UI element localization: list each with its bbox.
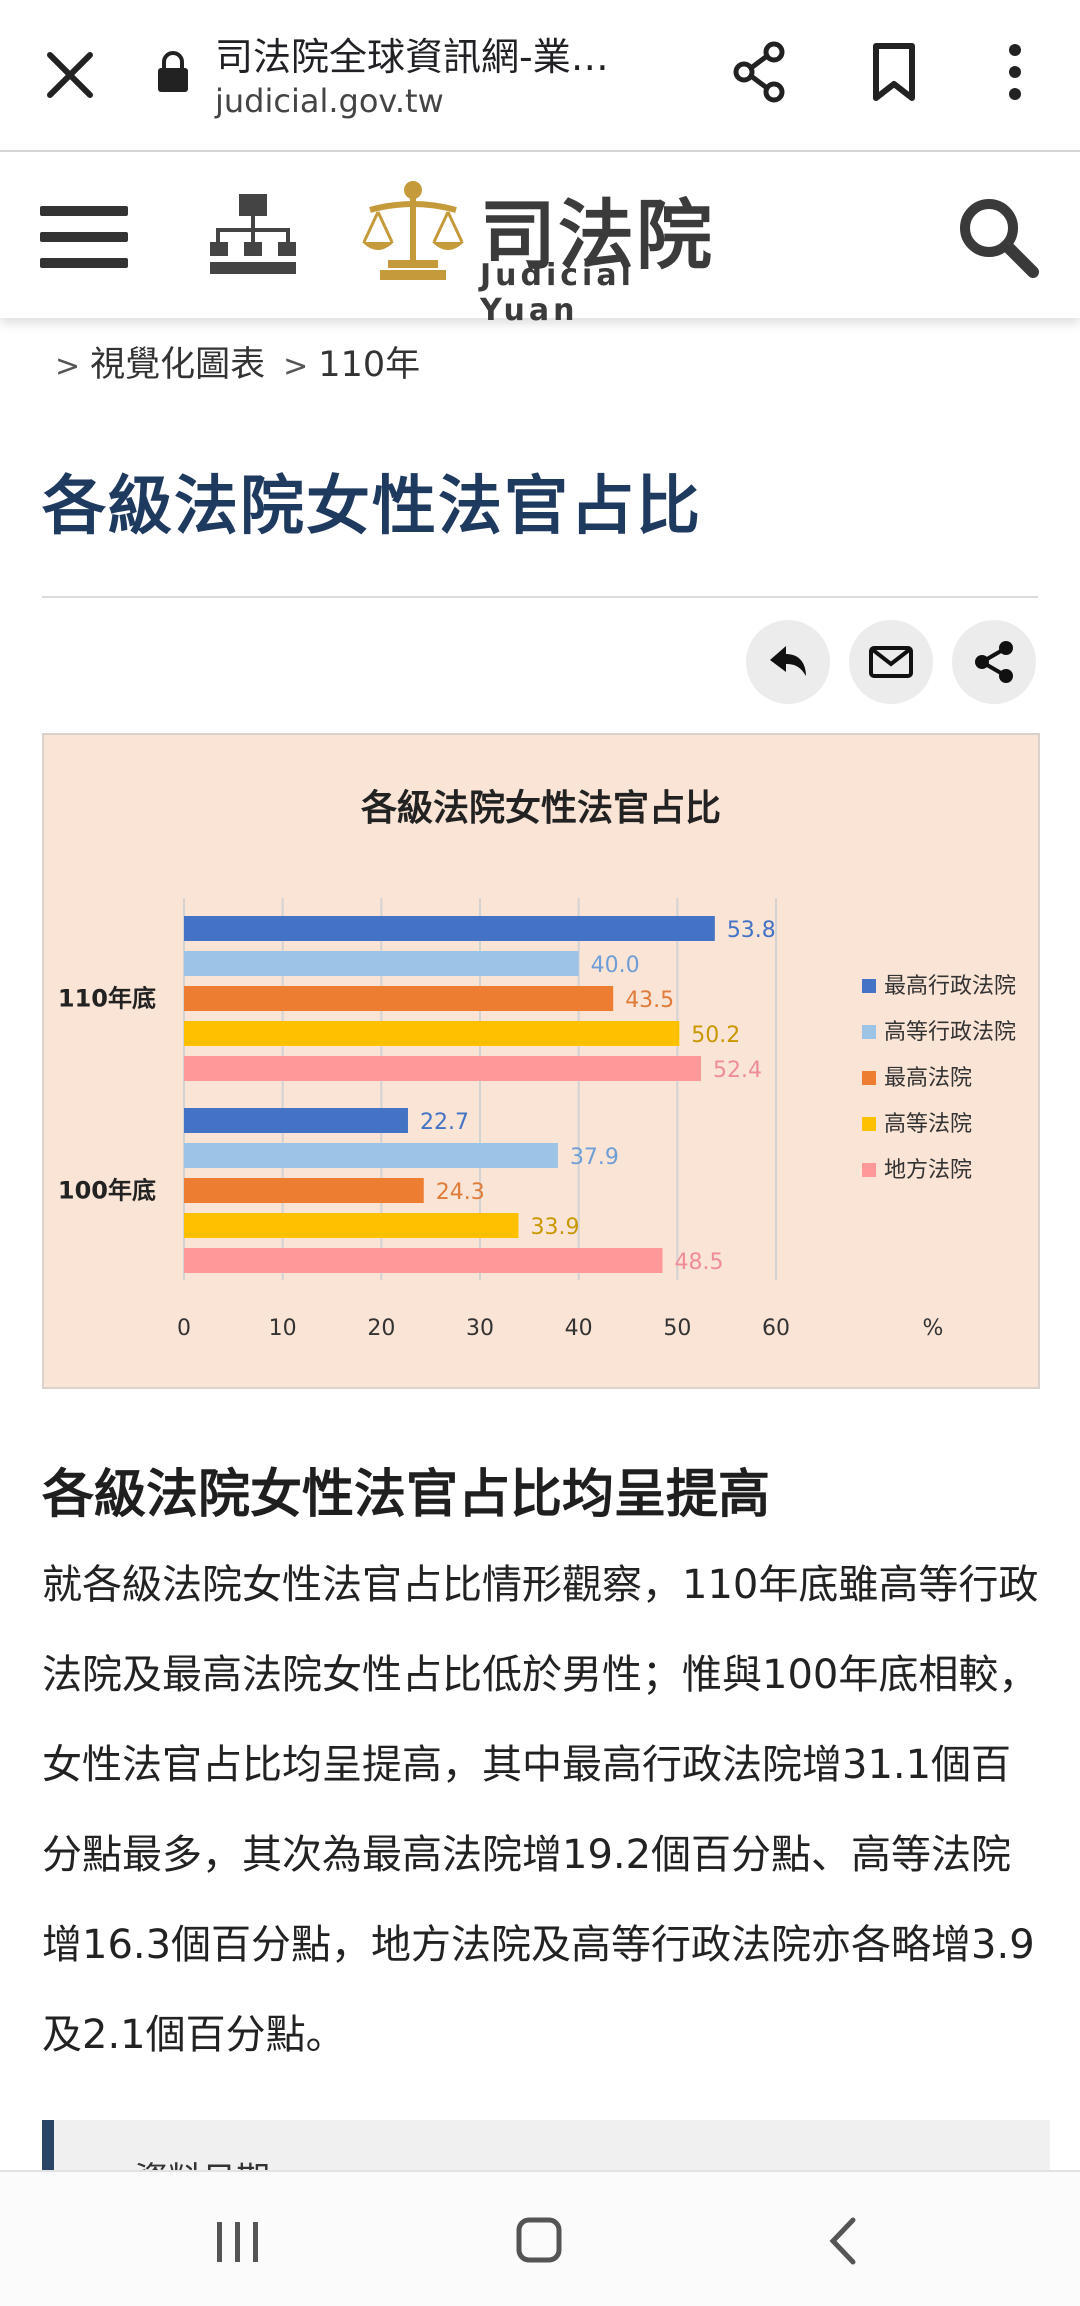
home-icon[interactable]	[515, 2216, 563, 2264]
recent-apps-icon[interactable]	[215, 2220, 261, 2264]
y-category-label: 100年底	[58, 1177, 156, 1205]
bar-value-label: 43.5	[625, 988, 674, 1013]
share-icon	[975, 641, 1013, 683]
section-heading: 各級法院女性法官占比均呈提高	[42, 1465, 771, 1525]
search-icon[interactable]	[955, 194, 1039, 278]
bar	[184, 916, 715, 941]
bar	[184, 1056, 702, 1081]
y-category-label: 110年底	[58, 985, 156, 1013]
legend-swatch	[862, 1071, 876, 1085]
section-paragraph: 就各級法院女性法官占比情形觀察，110年底雖高等行政法院及最高法院女性占比低於男…	[42, 1562, 1039, 2058]
x-unit-label: %	[923, 1316, 944, 1341]
legend-label: 高等行政法院	[884, 1020, 1016, 1045]
sitemap-icon[interactable]	[210, 194, 296, 276]
system-nav-bar	[0, 2170, 1080, 2306]
logo-chinese-text: 司法院	[480, 191, 714, 280]
x-tick-label: 40	[565, 1316, 593, 1341]
lock-icon	[158, 51, 188, 92]
x-tick-label: 50	[663, 1316, 691, 1341]
title-divider	[42, 596, 1038, 598]
legend-swatch	[862, 1025, 876, 1039]
browser-toolbar: 司法院全球資訊網-業… judicial.gov.tw	[0, 0, 1080, 152]
breadcrumb-item[interactable]: >110年	[283, 345, 421, 385]
bar-value-label: 40.0	[591, 953, 640, 978]
chart-title: 各級法院女性法官占比	[361, 788, 721, 829]
bar	[184, 1143, 558, 1168]
bar-chart: 各級法院女性法官占比 0 10 20 30 40 50 60 % 110年底 53.8 40.0 43.…	[58, 788, 1016, 1341]
x-tick-label: 60	[762, 1316, 790, 1341]
site-header: 司法院 Judicial Yuan	[0, 152, 1080, 328]
bar	[184, 1108, 408, 1133]
page-title: 各級法院女性法官占比	[42, 470, 702, 544]
bar-value-label: 53.8	[727, 918, 776, 943]
close-icon[interactable]	[40, 45, 100, 105]
site-logo[interactable]: 司法院 Judicial Yuan	[358, 174, 728, 328]
legend-label: 地方法院	[884, 1158, 972, 1183]
bar	[184, 1248, 663, 1273]
legend-label: 高等法院	[884, 1112, 972, 1137]
bar-value-label: 50.2	[691, 1023, 740, 1048]
breadcrumb-item[interactable]: > 視覺化圖表	[55, 345, 266, 385]
share-icon[interactable]	[730, 40, 790, 104]
x-tick-label: 10	[269, 1316, 297, 1341]
back-button[interactable]	[746, 620, 830, 704]
logo-english-text: Judicial Yuan	[480, 258, 635, 328]
bar-value-label: 48.5	[675, 1250, 724, 1275]
mail-button[interactable]	[849, 620, 933, 704]
x-tick-label: 30	[466, 1316, 494, 1341]
bar-value-label: 37.9	[570, 1145, 619, 1170]
bar-value-label: 52.4	[713, 1058, 762, 1083]
menu-icon[interactable]	[40, 202, 130, 272]
page-tab-title: 司法院全球資訊網-業…	[215, 35, 609, 79]
legend-swatch	[862, 1117, 876, 1131]
bookmark-icon[interactable]	[868, 40, 920, 104]
back-icon[interactable]	[825, 2216, 861, 2266]
share-button[interactable]	[952, 620, 1036, 704]
chart-container: 各級法院女性法官占比 0 10 20 30 40 50 60% 110年底 53.8 40.0 43.…	[42, 733, 1040, 1389]
x-tick-label: 0	[177, 1316, 191, 1341]
breadcrumb: > 視覺化圖表 >110年	[55, 336, 420, 387]
legend-label: 最高法院	[884, 1066, 972, 1091]
bar	[184, 986, 614, 1011]
reply-icon	[770, 646, 806, 676]
mail-icon	[869, 646, 913, 678]
bar	[184, 1021, 680, 1046]
legend-label: 最高行政法院	[884, 974, 1016, 999]
bar	[184, 1213, 519, 1238]
url-text[interactable]: judicial.gov.tw	[215, 82, 444, 120]
legend-swatch	[862, 1163, 876, 1177]
bar-value-label: 24.3	[436, 1180, 485, 1205]
bar	[184, 951, 579, 976]
scales-logo-icon	[362, 181, 464, 280]
bar-value-label: 33.9	[530, 1215, 579, 1240]
legend-swatch	[862, 979, 876, 993]
more-vert-icon[interactable]	[1000, 40, 1030, 104]
x-tick-label: 20	[367, 1316, 395, 1341]
bar	[184, 1178, 424, 1203]
bar-value-label: 22.7	[420, 1110, 469, 1135]
